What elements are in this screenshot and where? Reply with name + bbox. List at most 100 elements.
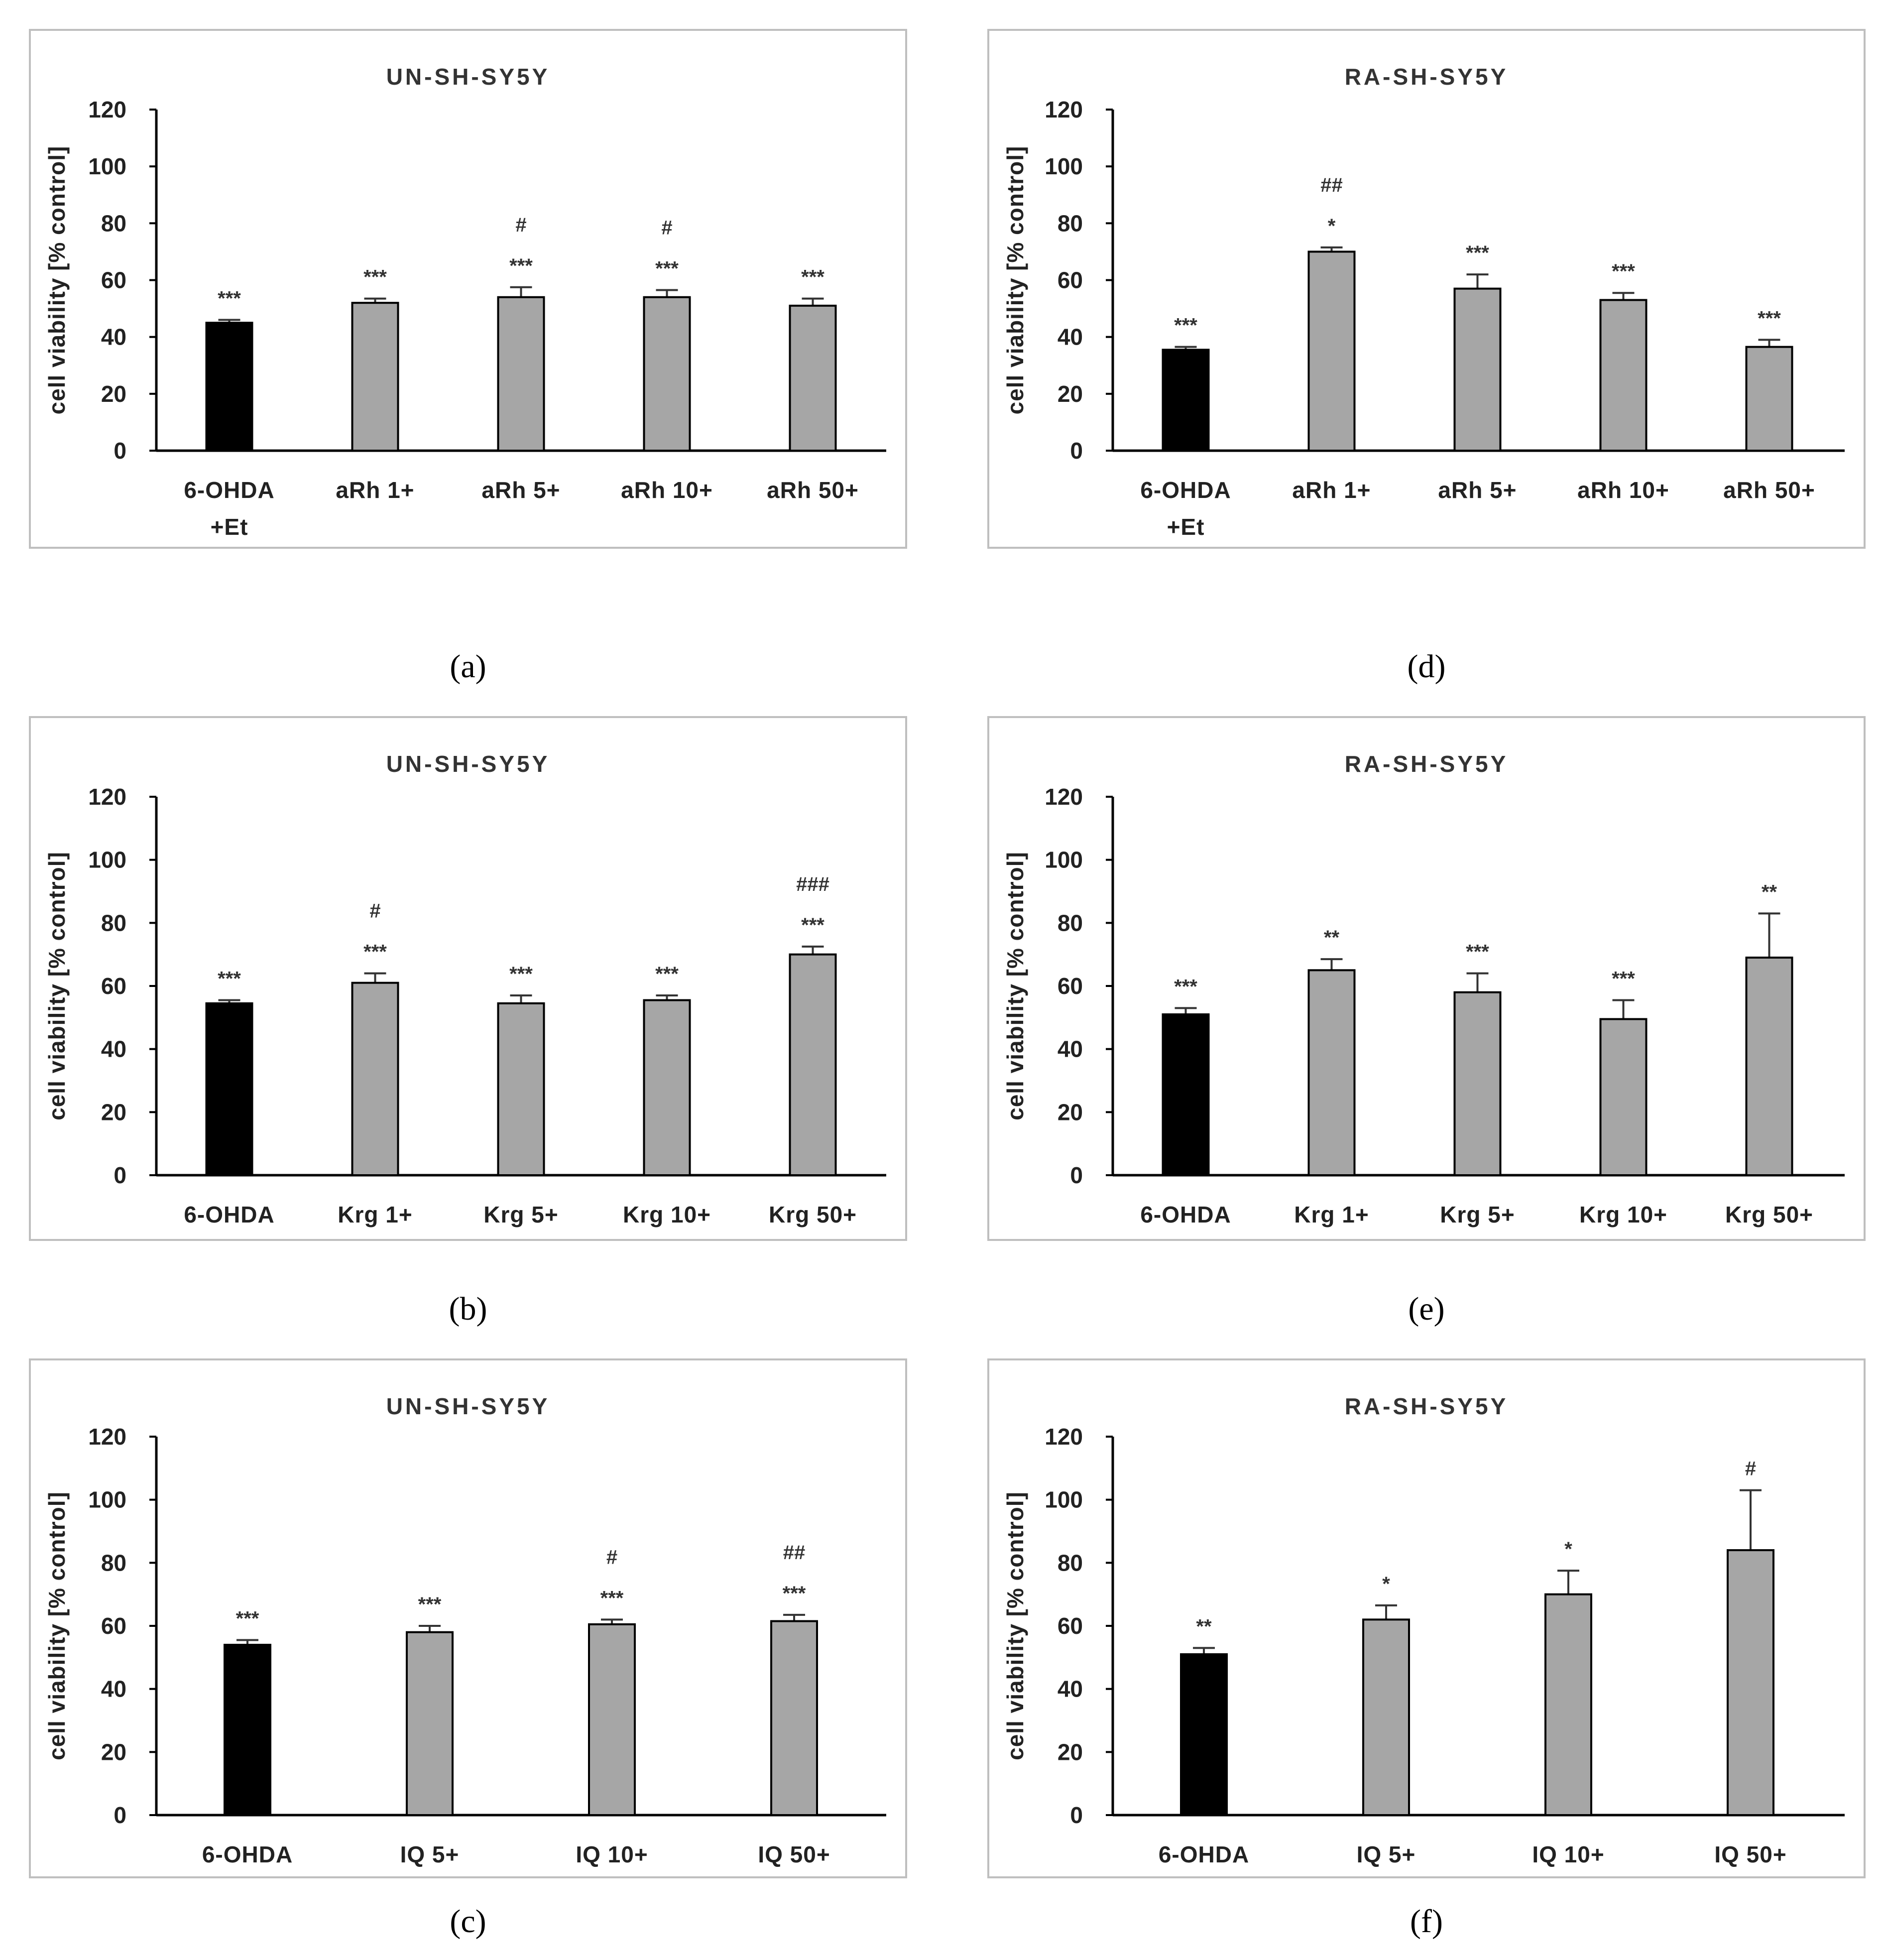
bar-0 [205,1002,253,1177]
y-tick-label: 100 [88,847,126,873]
x-category-label: +Et [1167,514,1205,540]
y-tick-label: 20 [101,381,126,407]
significance-label: ## [783,1542,806,1564]
chart-panel-c: UN-SH-SY5Y cell viability [% control] 0 20 4… [29,1358,907,1940]
significance-label: ### [796,873,829,895]
significance-label: * [1328,215,1336,237]
x-category-label: Krg 50+ [1725,1202,1813,1227]
x-category-label: IQ 5+ [400,1841,460,1867]
panel-frame [29,1358,907,1878]
bar-0 [224,1644,271,1816]
significance-label: *** [783,1583,806,1604]
bar-1 [351,302,399,452]
y-tick-label: 120 [1045,1424,1083,1450]
x-category-label: IQ 10+ [1532,1841,1604,1867]
x-category-label: aRh 5+ [481,477,560,503]
x-category-label: 6-OHDA [202,1841,293,1867]
y-tick-label: 120 [88,784,126,810]
chart-title: UN-SH-SY5Y [386,64,550,90]
x-category-label: IQ 5+ [1357,1841,1416,1867]
x-category-label: aRh 5+ [1438,477,1517,503]
bar-0 [1162,1013,1210,1176]
significance-label: *** [218,287,241,309]
x-category-label: Krg 10+ [623,1202,711,1227]
significance-label: *** [418,1593,442,1615]
bar-0 [1162,349,1210,452]
y-tick-label: 20 [1058,1099,1083,1125]
x-category-label: Krg 10+ [1579,1202,1667,1227]
x-category-label: 6-OHDA [1159,1841,1249,1867]
y-tick-label: 80 [101,1550,126,1576]
significance-label: *** [1612,260,1635,282]
bar-3 [1599,1018,1648,1176]
y-axis-label: cell viability [% control] [44,1491,70,1760]
significance-label: *** [1174,315,1197,337]
bar-2 [497,296,545,452]
significance-label: *** [218,968,241,990]
x-category-label: aRh 10+ [1577,477,1669,503]
panel-frame [987,29,1866,549]
y-tick-label: 0 [1070,1162,1083,1188]
y-tick-label: 60 [101,1613,126,1639]
y-tick-label: 80 [101,210,126,236]
chart-panel-a: UN-SH-SY5Y cell viability [% control] 0 20 4… [29,29,907,685]
y-tick-label: 100 [88,153,126,179]
y-tick-label: 40 [101,324,126,350]
y-tick-label: 40 [1058,324,1083,350]
significance-label: * [1382,1573,1390,1595]
y-axis-label: cell viability [% control] [1002,146,1028,415]
y-tick-label: 0 [1070,1802,1083,1828]
x-category-label: aRh 50+ [767,477,859,503]
x-category-label: +Et [211,514,248,540]
y-tick-label: 100 [1045,847,1083,873]
significance-label: ** [1762,881,1777,903]
x-category-label: IQ 50+ [1714,1841,1786,1867]
y-tick-label: 20 [1058,381,1083,407]
chart-panel-f: RA-SH-SY5Y cell viability [% control] 0 20 4… [987,1358,1866,1940]
significance-label: *** [801,914,824,936]
panel-frame [987,716,1866,1241]
chart-title: RA-SH-SY5Y [1345,751,1509,777]
significance-label: *** [1174,976,1197,997]
y-tick-label: 120 [88,97,126,122]
x-category-label: 6-OHDA [1140,477,1231,503]
y-tick-label: 60 [101,973,126,999]
significance-label: * [1564,1538,1572,1560]
significance-label: *** [1466,941,1489,963]
significance-label: *** [363,941,387,963]
y-axis-label: cell viability [% control] [44,852,70,1120]
panel-label: (b) [449,1291,487,1327]
panel-label: (e) [1408,1291,1444,1327]
chart-panel-d: RA-SH-SY5Y cell viability [% control] 0 20 4… [987,29,1866,685]
bar-1 [1307,250,1356,452]
y-axis-label: cell viability [% control] [1002,852,1028,1120]
x-category-label: 6-OHDA [184,1202,274,1227]
bar-2 [1453,991,1502,1176]
bar-1 [1362,1618,1410,1816]
bar-3 [770,1620,818,1816]
y-tick-label: 80 [101,910,126,936]
significance-label: *** [1466,242,1489,264]
y-tick-label: 60 [101,267,126,293]
significance-label: *** [1758,307,1781,329]
chart-title: RA-SH-SY5Y [1345,64,1509,90]
bar-4 [1745,957,1793,1176]
y-tick-label: 20 [101,1099,126,1125]
x-category-label: aRh 1+ [1292,477,1371,503]
bar-3 [1599,299,1648,452]
significance-label: # [515,214,526,236]
y-tick-label: 0 [114,1802,126,1828]
y-tick-label: 80 [1058,1550,1083,1576]
x-category-label: Krg 5+ [1440,1202,1515,1227]
y-tick-label: 0 [1070,438,1083,464]
panel-label: (d) [1408,648,1446,685]
x-category-label: Krg 1+ [338,1202,412,1227]
chart-panel-e: RA-SH-SY5Y cell viability [% control] 0 20 4… [987,716,1866,1327]
bar-0 [1180,1653,1228,1816]
chart-panel-b: UN-SH-SY5Y cell viability [% control] 0 20 4… [29,716,907,1327]
y-tick-label: 80 [1058,910,1083,936]
bar-4 [789,953,837,1176]
significance-label: *** [801,266,824,288]
y-tick-label: 120 [1045,97,1083,122]
